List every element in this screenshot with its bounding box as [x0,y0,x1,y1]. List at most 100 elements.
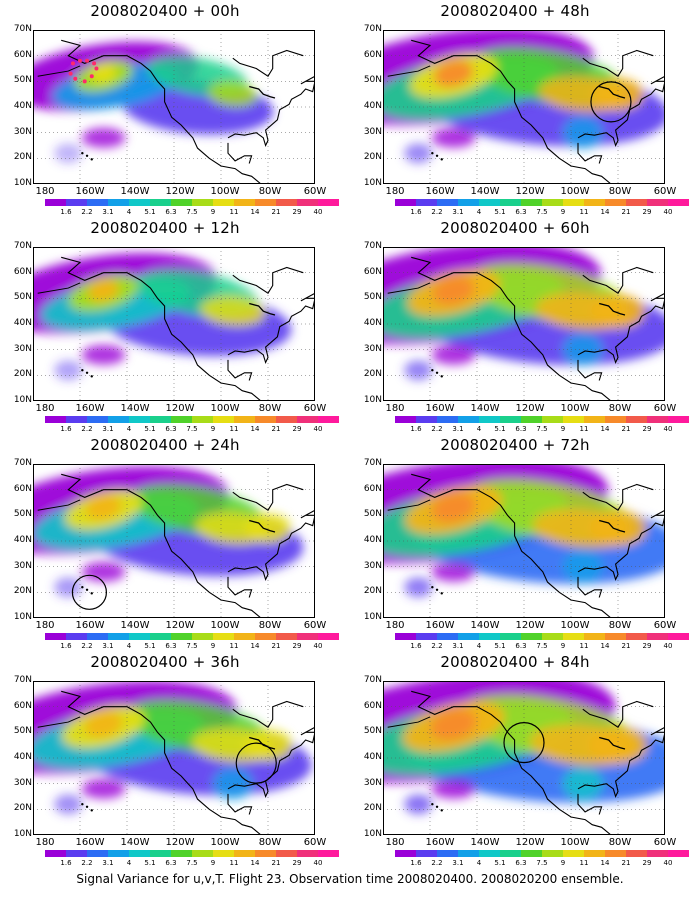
longitude-label: 140W [470,403,500,414]
colorbar-label: 1.6 [60,859,72,867]
colorbar-swatch [87,850,108,857]
colorbar-label: 1.6 [60,208,72,216]
colorbar-swatch [437,633,458,640]
colorbar-label: 14 [250,642,260,650]
colorbar-swatch [192,199,213,206]
colorbar-swatch [521,633,542,640]
colorbar-swatch [297,633,318,640]
colorbar [395,199,689,206]
colorbar-swatch [395,416,416,423]
longitude-label: 100W [560,403,590,414]
colorbar-label: 29 [292,859,302,867]
colorbar-swatch [521,416,542,423]
longitude-label: 60W [653,837,677,848]
latitude-label: 50N [363,509,382,520]
latitude-label: 50N [13,75,32,86]
colorbar-label: 7.5 [186,425,198,433]
map-panel: 2008020400 + 24h 70N 60N 50N 40N 30N 20N 10N 180… [0,434,339,650]
longitude-label: 100W [210,186,240,197]
colorbar [45,199,339,206]
latitude-label: 40N [363,535,382,545]
colorbar-label: 3.1 [102,859,114,867]
colorbar-swatch [437,850,458,857]
colorbar-label: 11 [579,859,589,867]
latitude-label: 10N [13,395,32,405]
latitude-label: 50N [13,292,32,303]
panel-title: 2008020400 + 36h [90,653,240,671]
latitude-label: 60N [13,266,32,277]
colorbar-swatch [479,850,500,857]
colorbar-label: 6.3 [165,859,177,867]
colorbar-label: 5.1 [494,208,506,216]
latitude-label: 60N [13,700,32,711]
colorbar-swatch [500,633,521,640]
colorbar-swatch [192,633,213,640]
colorbar-swatch [213,850,234,857]
longitude-label: 140W [120,620,150,631]
map-panel: 2008020400 + 48h 70N 60N 50N 40N 30N 20N 10N 180… [350,0,689,216]
colorbar-label: 11 [229,859,239,867]
colorbar-swatch [234,199,255,206]
longitude-label: 120W [165,620,195,631]
colorbar-swatch [416,199,437,206]
colorbar-label: 3.1 [102,425,114,433]
colorbar-label: 7.5 [536,642,548,650]
longitude-label: 120W [165,403,195,414]
colorbar-label: 4 [126,425,132,433]
latitude-label: 70N [363,24,382,34]
variance-map [33,464,315,618]
longitude-label: 60W [653,403,677,414]
colorbar-label: 5.1 [144,425,156,433]
colorbar-swatch [584,850,605,857]
colorbar-label: 6.3 [515,642,527,650]
colorbar-swatch [521,850,542,857]
colorbar-label: 6.3 [515,425,527,433]
colorbar-label: 7.5 [186,859,198,867]
latitude-label: 60N [363,483,382,494]
latitude-label: 70N [13,241,32,251]
variance-map [33,247,315,401]
colorbar-label: 21 [621,425,631,433]
colorbar-swatch [416,633,437,640]
colorbar-swatch [500,199,521,206]
latitude-label: 40N [363,318,382,328]
latitude-label: 40N [363,101,382,111]
colorbar-swatch [458,633,479,640]
longitude-label: 180 [385,620,405,631]
colorbar-label: 2.2 [431,642,443,650]
colorbar-label: 21 [621,859,631,867]
longitude-label: 100W [210,837,240,848]
colorbar-label: 11 [229,425,239,433]
colorbar-swatch [150,633,171,640]
colorbar-label: 6.3 [165,208,177,216]
latitude-label: 20N [13,803,32,814]
longitude-label: 120W [165,186,195,197]
colorbar-swatch [647,633,668,640]
colorbar-swatch [171,199,192,206]
colorbar-label: 3.1 [452,425,464,433]
colorbar-label: 29 [642,425,652,433]
highlight-circle [503,721,545,764]
latitude-label: 30N [363,343,382,354]
colorbar-swatch [647,416,668,423]
colorbar-label: 40 [663,208,673,216]
colorbar-label: 21 [271,642,281,650]
colorbar-swatch [584,633,605,640]
colorbar [395,633,689,640]
longitude-label: 180 [35,186,55,197]
colorbar-label: 9 [210,425,216,433]
colorbar-swatch [276,850,297,857]
colorbar-swatch [318,416,339,423]
colorbar-swatch [108,416,129,423]
longitude-label: 100W [560,186,590,197]
colorbar-label: 3.1 [452,208,464,216]
colorbar-label: 40 [663,642,673,650]
highlight-circle [71,574,108,610]
variance-map [33,681,315,835]
latitude-label: 60N [13,483,32,494]
colorbar-label: 5.1 [144,642,156,650]
colorbar-label: 11 [229,208,239,216]
longitude-label: 80W [608,620,632,631]
colorbar-swatch [416,416,437,423]
colorbar-swatch [171,850,192,857]
